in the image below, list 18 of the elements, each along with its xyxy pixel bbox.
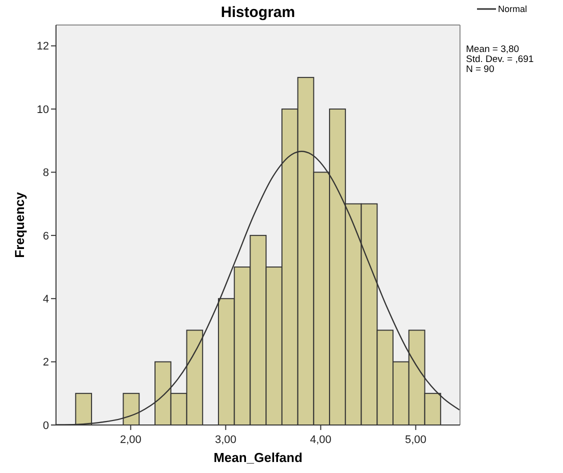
chart-title: Histogram	[220, 4, 296, 21]
y-tick-label: 2	[42, 356, 49, 369]
legend-label: Normal	[498, 4, 528, 14]
y-tick-label: 6	[42, 230, 49, 242]
x-tick-label: 3,00	[214, 434, 236, 446]
text: Std. Dev. = ,691	[466, 54, 534, 65]
y-tick-label: 8	[42, 167, 49, 180]
text: Mean = 3,80	[466, 44, 520, 55]
y-tick-label: 0	[42, 420, 49, 432]
x-tick-label: 5,00	[405, 434, 426, 446]
y-axis-title: Frequency	[12, 191, 27, 258]
y-tick-label: 4	[42, 293, 49, 306]
x-tick-label: 4,00	[310, 434, 332, 446]
text: N = 90	[466, 64, 494, 75]
y-tick-label: 12	[36, 40, 49, 53]
x-tick-label: 2,00	[120, 434, 142, 446]
y-tick-label: 10	[36, 104, 49, 116]
x-axis-title: Mean_Gelfand	[214, 450, 302, 465]
